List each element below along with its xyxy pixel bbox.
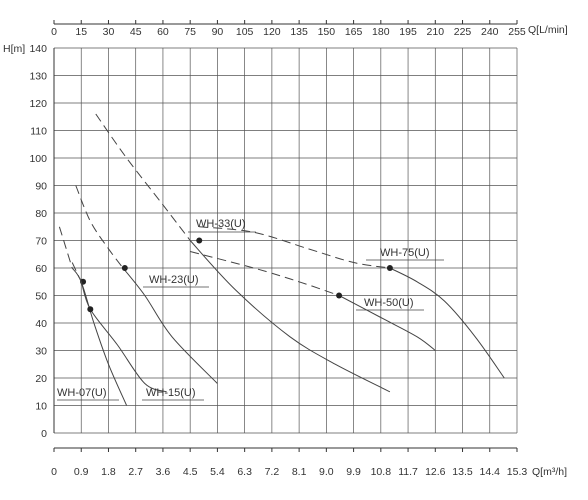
- y-tick-label: 50: [35, 291, 47, 303]
- top-tick-label: 210: [427, 26, 445, 38]
- curve-solid-segment: [122, 267, 218, 384]
- top-tick-label: 60: [157, 26, 169, 38]
- axes: [53, 23, 517, 449]
- y-tick-label: 110: [30, 126, 47, 138]
- top-tick-label: 165: [345, 26, 363, 38]
- top-tick-label: 150: [318, 26, 336, 38]
- curve-solid-segment: [389, 267, 505, 379]
- top-axis-ticks: 0 15 30 45 60 75 90 105 120 135 150 165 180 195 210 225…: [51, 20, 526, 38]
- series-wh-33-u: WH-33(U): [95, 113, 391, 393]
- top-tick-label: 45: [130, 26, 142, 38]
- top-tick-label: 180: [372, 26, 390, 38]
- duty-point: [336, 292, 343, 299]
- y-tick-label: 140: [29, 43, 47, 55]
- y-tick-label: 0: [41, 428, 47, 440]
- series-label: WH-07(U): [57, 387, 107, 399]
- curve-dashed-segment: [190, 251, 340, 296]
- curve-solid-segment: [71, 267, 128, 406]
- top-tick-label: 195: [399, 26, 417, 38]
- top-tick-label: 135: [290, 26, 308, 38]
- bottom-x-axis-label: Q[m³/h]: [532, 466, 567, 478]
- y-tick-label: 20: [35, 373, 47, 385]
- bottom-tick-label: 12.6: [425, 466, 446, 478]
- series-label: WH-50(U): [364, 297, 414, 309]
- curve-solid-segment: [189, 240, 391, 393]
- bottom-tick-label: 8.1: [292, 466, 307, 478]
- curve-solid-segment: [338, 295, 436, 351]
- bottom-tick-label: 9.9: [346, 466, 361, 478]
- y-tick-label: 100: [29, 153, 47, 165]
- series-wh-23-u: WH-23(U): [75, 185, 218, 384]
- y-tick-label: 30: [35, 346, 47, 358]
- bottom-tick-label: 14.4: [480, 466, 501, 478]
- top-tick-label: 30: [103, 26, 115, 38]
- series-label: WH-15(U): [146, 387, 196, 399]
- y-tick-label: 40: [35, 318, 47, 330]
- top-tick-label: 15: [75, 26, 87, 38]
- top-tick-label: 105: [236, 26, 254, 38]
- bottom-tick-label: 13.5: [452, 466, 473, 478]
- bottom-tick-label: 5.4: [210, 466, 225, 478]
- bottom-tick-label: 4.5: [183, 466, 198, 478]
- series-label: WH-33(U): [196, 218, 246, 230]
- curve-dashed-segment: [58, 226, 73, 269]
- series-label: WH-75(U): [380, 247, 430, 259]
- series-wh-75-u: WH-75(U): [199, 226, 505, 379]
- bottom-tick-label: 6.3: [237, 466, 252, 478]
- y-tick-label: 120: [29, 98, 47, 110]
- top-tick-label: 75: [184, 26, 196, 38]
- bottom-tick-label: 9.0: [319, 466, 334, 478]
- bottom-tick-label: 2.7: [128, 466, 143, 478]
- y-tick-label: 60: [35, 263, 47, 275]
- y-tick-label: 80: [35, 208, 47, 220]
- series: WH-07(U) WH-15(U) WH-23(U) WH-33(U) WH-50(U)…: [57, 113, 505, 406]
- y-axis-ticks: 0 10 20 30 40 50 60 70 80 90 100 110 120 130 140: [29, 43, 47, 440]
- curve-dashed-segment: [71, 262, 80, 279]
- curve-dashed-segment: [95, 113, 191, 241]
- y-axis-label: H[m]: [3, 43, 25, 55]
- grid: [53, 47, 518, 434]
- top-tick-label: 240: [481, 26, 499, 38]
- bottom-tick-label: 11.7: [398, 466, 418, 478]
- bottom-tick-label: 1.8: [101, 466, 116, 478]
- top-tick-label: 225: [454, 26, 472, 38]
- top-tick-label: 255: [508, 26, 526, 38]
- curve-dashed-segment: [75, 185, 124, 269]
- duty-point: [386, 265, 393, 271]
- y-tick-label: 130: [29, 71, 47, 83]
- series-label: WH-23(U): [149, 274, 199, 286]
- bottom-tick-label: 0.9: [74, 466, 89, 478]
- duty-point: [196, 237, 203, 244]
- series-wh-07-u: WH-07(U): [57, 226, 128, 406]
- bottom-axis-ticks: 0 0.9 1.8 2.7 3.6 4.5 5.4 6.3 7.2 8.1 9.0 9.9 10.8 11…: [51, 448, 527, 478]
- y-tick-label: 70: [35, 236, 47, 248]
- duty-point: [121, 265, 128, 271]
- bottom-tick-label: 3.6: [156, 466, 171, 478]
- bottom-tick-label: 10.8: [371, 466, 392, 478]
- curve-dashed-segment: [199, 226, 390, 269]
- series-wh-15-u: WH-15(U): [71, 262, 204, 401]
- bottom-tick-label: 15.3: [507, 466, 528, 478]
- top-tick-label: 0: [51, 26, 57, 38]
- duty-point: [87, 306, 94, 313]
- top-tick-label: 120: [263, 26, 281, 38]
- series-wh-50-u: WH-50(U): [190, 251, 436, 351]
- top-x-axis-label: Q[L/min]: [528, 24, 568, 36]
- curve-solid-segment: [78, 277, 167, 393]
- y-tick-label: 10: [35, 401, 47, 413]
- bottom-tick-label: 7.2: [265, 466, 280, 478]
- top-tick-label: 90: [212, 26, 224, 38]
- bottom-tick-label: 0: [51, 466, 57, 478]
- y-tick-label: 90: [35, 181, 47, 193]
